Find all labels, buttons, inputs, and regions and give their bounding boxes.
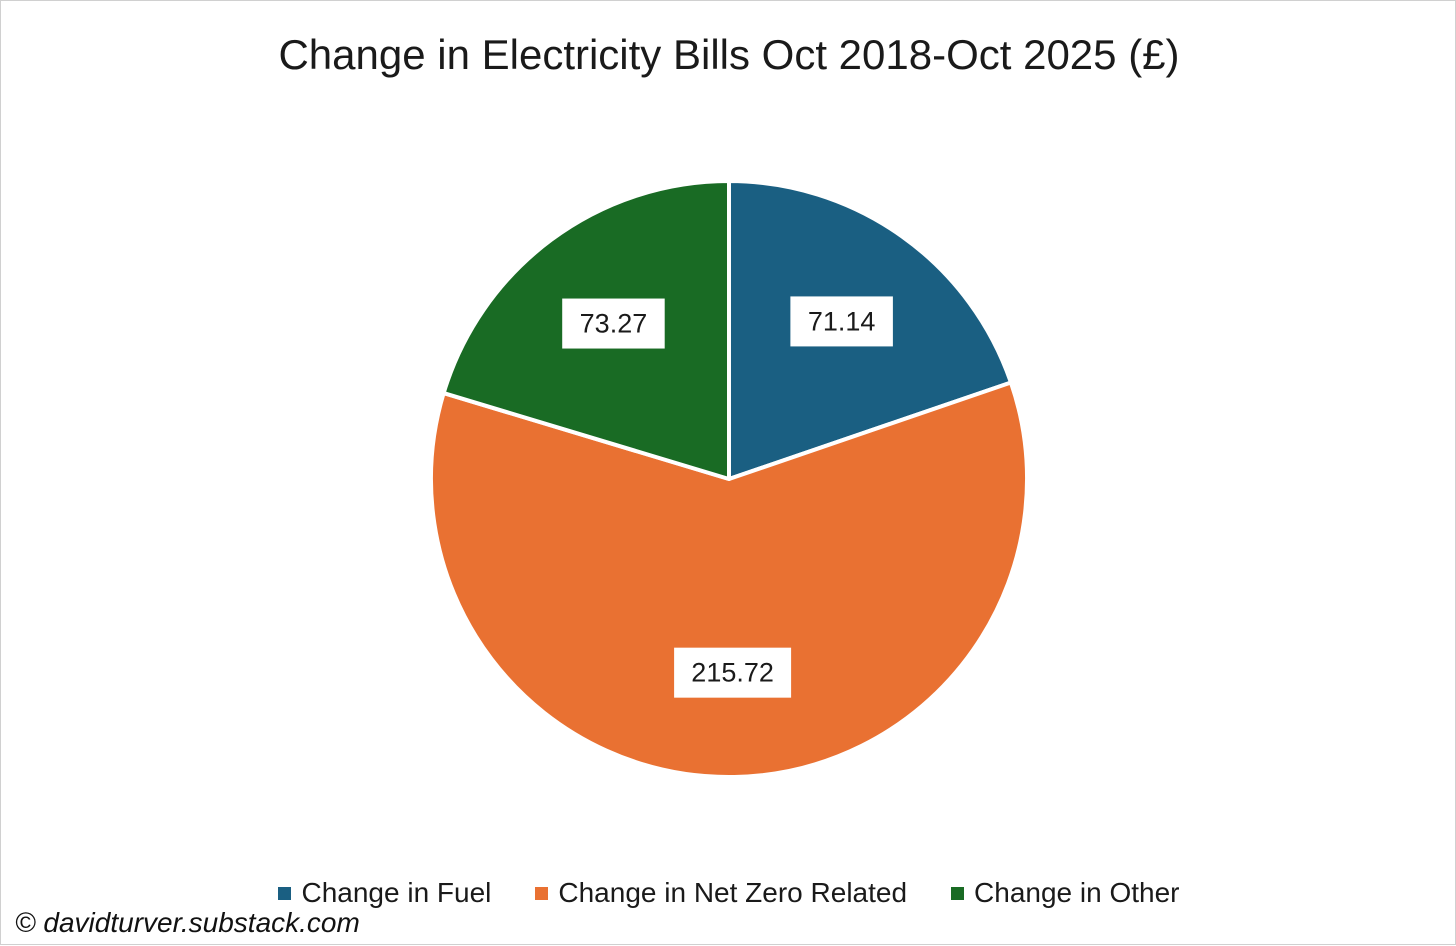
legend-item-fuel: Change in Fuel	[278, 877, 491, 909]
pie-slice-net-zero	[429, 380, 1029, 779]
legend-label-other: Change in Other	[974, 877, 1180, 908]
data-label-text-other: 73.27	[580, 309, 648, 339]
data-label-net-zero: 215.72	[674, 647, 792, 698]
legend-swatch-fuel	[278, 886, 292, 900]
legend-label-fuel: Change in Fuel	[301, 877, 492, 908]
data-label-fuel: 71.14	[790, 296, 893, 347]
legend-label-net-zero: Change in Net Zero Related	[558, 877, 908, 908]
data-label-text-fuel: 71.14	[808, 306, 876, 336]
legend-swatch-net-zero	[535, 886, 549, 900]
legend-item-net-zero: Change in Net Zero Related	[535, 877, 907, 909]
data-label-other: 73.27	[562, 298, 665, 349]
copyright-credit: © davidturver.substack.com	[15, 907, 360, 938]
legend-swatch-other	[951, 886, 965, 900]
legend-item-other: Change in Other	[951, 877, 1180, 909]
legend: Change in Fuel Change in Net Zero Relate…	[1, 877, 1456, 909]
data-label-box-other	[562, 298, 665, 349]
chart-title: Change in Electricity Bills Oct 2018-Oct…	[278, 31, 1180, 78]
data-label-box-fuel	[790, 296, 893, 347]
data-label-box-net-zero	[674, 647, 792, 698]
data-label-text-net-zero: 215.72	[691, 658, 774, 688]
